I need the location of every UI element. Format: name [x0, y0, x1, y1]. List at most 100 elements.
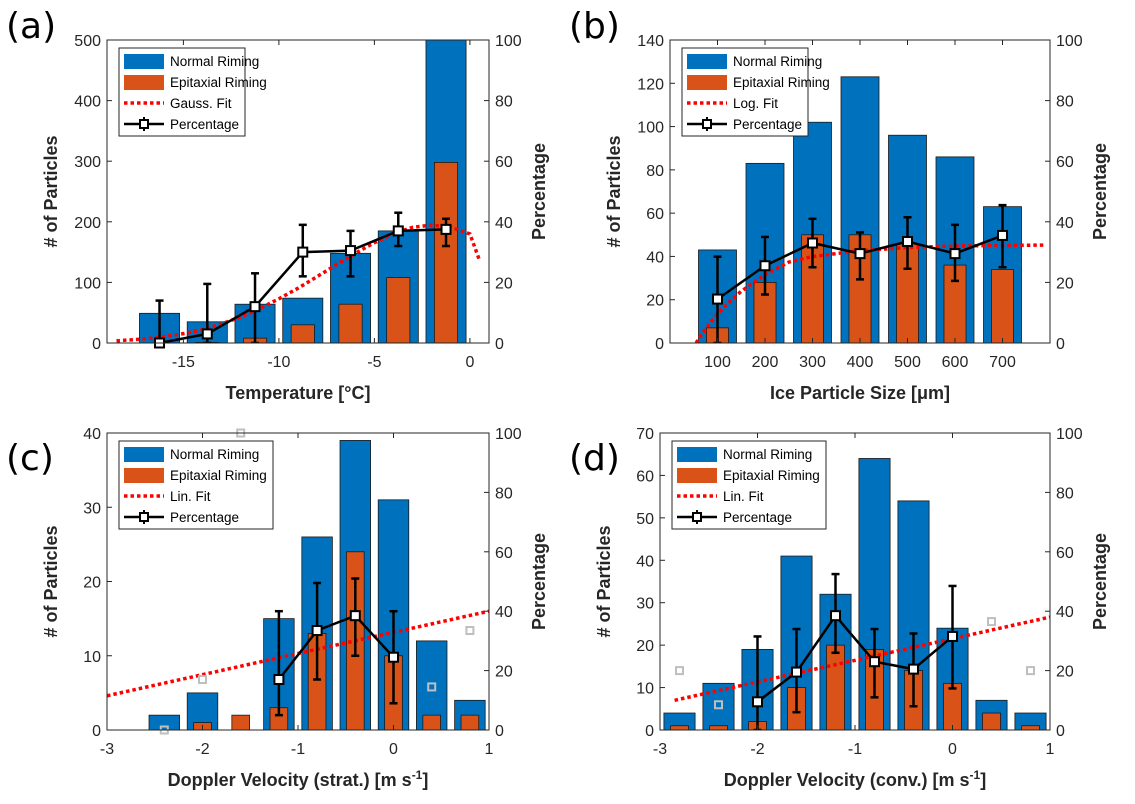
- legend-swatch-marker: [139, 512, 149, 522]
- y2-tick-label: 100: [1056, 33, 1083, 50]
- legend-entry: Epitaxial Riming: [170, 468, 267, 483]
- percentage-marker: [997, 229, 1008, 241]
- percentage-marker: [752, 696, 763, 708]
- x-axis-label: Doppler Velocity (conv.) [m s-1]: [724, 768, 986, 790]
- percentage-marker: [759, 260, 771, 272]
- y2-tick-label: 80: [1056, 485, 1074, 502]
- y-tick-label: 40: [636, 553, 654, 570]
- legend-swatch-normal: [124, 447, 164, 462]
- percentage-marker: [273, 674, 285, 686]
- y-tick-label: 140: [637, 33, 664, 50]
- x-tick-label: 0: [948, 741, 957, 758]
- y-tick-label: 300: [74, 154, 101, 171]
- y2-tick-label: 60: [1056, 154, 1074, 171]
- y-tick-label: 20: [646, 293, 664, 310]
- legend-entry: Percentage: [170, 117, 239, 132]
- bar-epitaxial-riming: [433, 162, 459, 343]
- y-axis-label: # of Particles: [41, 135, 61, 247]
- x-tick-label: 100: [704, 354, 731, 371]
- y2-tick-label: 40: [1056, 215, 1074, 232]
- y-axis-label: # of Particles: [41, 525, 61, 637]
- y2-tick-label: 0: [1056, 336, 1065, 353]
- x-tick-label: 1: [1046, 741, 1055, 758]
- legend: Normal Riming Epitaxial Riming Lin. Fit Per…: [118, 440, 274, 530]
- y-tick-label: 0: [92, 336, 101, 353]
- legend-swatch-marker: [139, 119, 149, 129]
- y-tick-label: 10: [83, 649, 101, 666]
- percentage-marker: [201, 328, 213, 340]
- bar-epitaxial-riming: [231, 714, 250, 730]
- legend-entry: Epitaxial Riming: [733, 75, 830, 90]
- y2-tick-label: 40: [1056, 604, 1074, 621]
- outlier-marker: [1026, 666, 1035, 676]
- bar-epitaxial-riming: [386, 277, 411, 343]
- y-tick-label: 20: [636, 638, 654, 655]
- percentage-line: [277, 614, 395, 681]
- x-tick-label: 300: [799, 354, 826, 371]
- y-tick-label: 20: [83, 575, 101, 592]
- legend: Normal Riming Epitaxial Riming Log. Fit Per…: [681, 47, 830, 137]
- bar-epitaxial-riming: [991, 269, 1014, 343]
- legend-entry: Gauss. Fit: [170, 96, 232, 111]
- bar-epitaxial-riming: [422, 714, 441, 730]
- y-tick-label: 200: [74, 215, 101, 232]
- outlier-marker: [427, 682, 437, 692]
- x-tick-label: 500: [894, 354, 921, 371]
- y-tick-label: 70: [636, 426, 654, 443]
- legend-entry: Percentage: [733, 117, 802, 132]
- y-tick-label: 0: [92, 723, 101, 740]
- y2-tick-label: 60: [495, 545, 513, 562]
- y-tick-label: 30: [636, 596, 654, 613]
- x-axis-label: Temperature [°C]: [226, 383, 371, 403]
- bar-epitaxial-riming: [943, 682, 962, 730]
- legend-entry: Epitaxial Riming: [723, 468, 820, 483]
- y2-tick-label: 20: [1056, 664, 1074, 681]
- y2-axis-label: Percentage: [529, 143, 549, 240]
- y2-tick-label: 80: [1056, 94, 1074, 111]
- y2-tick-label: 80: [495, 485, 513, 502]
- x-tick-label: 0: [465, 354, 474, 371]
- y2-tick-label: 20: [495, 275, 513, 292]
- legend-entry: Epitaxial Riming: [170, 75, 267, 90]
- axes-frame: [106, 39, 490, 344]
- x-tick-label: 700: [989, 354, 1016, 371]
- legend-entry: Normal Riming: [170, 447, 259, 462]
- y-tick-label: 0: [645, 723, 654, 740]
- legend-swatch-epitaxial: [677, 468, 717, 483]
- fit-line: [674, 615, 1050, 703]
- plot-area: [107, 440, 489, 730]
- outlier-marker: [675, 666, 684, 676]
- y2-tick-label: 100: [1056, 426, 1083, 443]
- legend-entry: Lin. Fit: [170, 489, 211, 504]
- legend-swatch-marker: [692, 512, 702, 522]
- y-tick-label: 60: [636, 468, 654, 485]
- fit-line: [116, 223, 482, 343]
- percentage-line: [756, 613, 954, 703]
- y2-axis-label: Percentage: [1090, 143, 1110, 240]
- x-axis-label: Ice Particle Size [μm]: [770, 383, 950, 403]
- legend-entry: Normal Riming: [723, 447, 812, 462]
- legend-entry: Normal Riming: [170, 54, 259, 69]
- x-tick-label: 200: [752, 354, 779, 371]
- legend: Normal Riming Epitaxial Riming Gauss. Fit P…: [118, 47, 267, 137]
- y2-tick-label: 20: [495, 664, 513, 681]
- percentage-marker: [311, 625, 323, 637]
- legend-entry: Percentage: [170, 510, 239, 525]
- legend-swatch-epitaxial: [124, 468, 164, 483]
- x-tick-label: 1: [485, 741, 494, 758]
- y-tick-label: 400: [74, 94, 101, 111]
- outlier-marker: [198, 675, 207, 685]
- y2-tick-label: 20: [1056, 275, 1074, 292]
- percentage-marker: [349, 610, 361, 622]
- percentage-marker: [947, 630, 958, 642]
- y2-axis-label: Percentage: [1090, 533, 1110, 630]
- y-tick-label: 30: [83, 500, 101, 517]
- x-tick-label: -1: [291, 741, 305, 758]
- panel-label: (d): [569, 438, 620, 479]
- bar-epitaxial-riming: [1021, 725, 1040, 730]
- x-tick-label: 0: [389, 741, 398, 758]
- percentage-marker: [392, 225, 404, 237]
- panel-a: (a) -15 -10 -5 0 0 100 200 300 400 500 0 20 40 60 80 100…: [6, 6, 549, 403]
- y2-tick-label: 100: [495, 426, 522, 443]
